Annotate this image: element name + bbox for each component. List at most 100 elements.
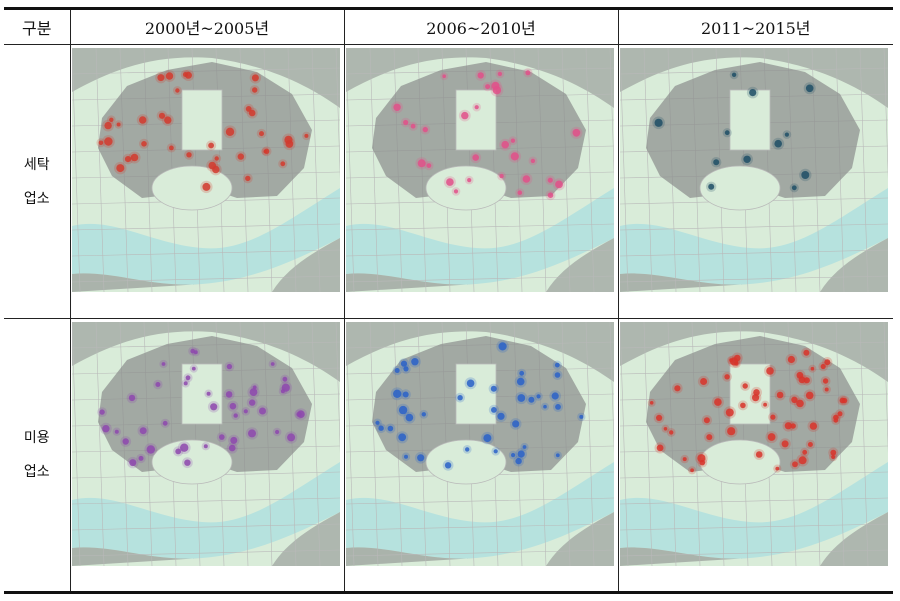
location-dot bbox=[830, 454, 835, 460]
location-dot bbox=[460, 111, 468, 120]
location-dot bbox=[833, 418, 838, 423]
comparison-table: 구분 2000년~2005년 2006~2010년 2011~2015년 세탁 … bbox=[4, 7, 893, 594]
location-dot bbox=[128, 459, 136, 467]
location-dot bbox=[466, 178, 471, 183]
location-dot bbox=[751, 394, 759, 402]
location-dot bbox=[752, 389, 760, 396]
location-dot bbox=[731, 72, 736, 77]
row-label-line: 세탁 bbox=[23, 156, 50, 173]
header-category: 구분 bbox=[4, 7, 71, 45]
location-dot bbox=[527, 396, 534, 403]
location-dot bbox=[725, 408, 734, 417]
location-dot bbox=[510, 138, 515, 143]
district-map bbox=[71, 48, 340, 292]
road-line bbox=[643, 48, 652, 292]
location-dot bbox=[244, 175, 250, 182]
southern-urban-area bbox=[71, 273, 202, 292]
location-dot bbox=[824, 387, 829, 392]
road-line bbox=[643, 322, 652, 566]
road-line bbox=[345, 48, 354, 292]
location-dot bbox=[218, 434, 225, 440]
location-dot bbox=[410, 123, 415, 129]
location-dot bbox=[726, 427, 735, 436]
location-dot bbox=[98, 140, 103, 146]
location-dot bbox=[422, 126, 428, 133]
map-cell bbox=[344, 44, 619, 319]
road-line bbox=[95, 48, 104, 292]
location-dot bbox=[303, 133, 308, 138]
location-dot bbox=[517, 450, 525, 458]
location-dot bbox=[392, 103, 401, 111]
location-dot bbox=[258, 407, 266, 415]
location-dot bbox=[554, 362, 560, 368]
header-period-2: 2006~2010년 bbox=[344, 7, 619, 45]
location-dot bbox=[689, 468, 694, 473]
location-dot bbox=[402, 391, 409, 398]
southern-urban-area bbox=[345, 273, 476, 292]
location-dot bbox=[805, 84, 813, 93]
location-dot bbox=[705, 434, 712, 441]
location-dot bbox=[535, 394, 541, 399]
location-dot bbox=[211, 165, 219, 174]
location-dot bbox=[402, 366, 409, 372]
location-dots bbox=[651, 70, 816, 193]
location-dot bbox=[274, 429, 279, 435]
location-dot bbox=[203, 444, 208, 449]
road-line bbox=[619, 275, 888, 283]
map-cell bbox=[618, 44, 893, 319]
location-dot bbox=[426, 163, 431, 168]
location-dot bbox=[798, 456, 807, 465]
location-dot bbox=[387, 425, 393, 432]
road-line bbox=[619, 48, 628, 292]
location-dot bbox=[490, 407, 497, 413]
location-dot bbox=[138, 116, 146, 124]
location-dots bbox=[96, 346, 307, 469]
southern-urban-area bbox=[619, 547, 750, 566]
location-dot bbox=[252, 385, 257, 390]
southeast-urban-area bbox=[271, 512, 340, 566]
location-dot bbox=[781, 440, 789, 448]
location-dot bbox=[444, 462, 451, 469]
location-dot bbox=[453, 189, 458, 194]
road-line bbox=[619, 322, 628, 566]
road-line bbox=[345, 275, 614, 283]
row-label-beauty: 미용 업소 bbox=[4, 318, 71, 594]
location-dot bbox=[723, 374, 730, 380]
location-dot bbox=[183, 381, 188, 386]
location-dot bbox=[282, 376, 287, 382]
location-dot bbox=[477, 72, 484, 79]
location-dot bbox=[551, 392, 559, 400]
park-block bbox=[455, 363, 496, 425]
location-dot bbox=[547, 177, 553, 183]
road-line bbox=[71, 48, 80, 292]
location-dot bbox=[243, 409, 248, 414]
southern-urban-area bbox=[619, 273, 750, 292]
location-dot bbox=[755, 451, 762, 458]
road-line bbox=[345, 249, 614, 257]
open-area bbox=[699, 439, 780, 485]
location-dot bbox=[807, 442, 813, 447]
road-line bbox=[345, 497, 614, 505]
location-dot bbox=[649, 401, 653, 405]
location-dot bbox=[787, 355, 795, 364]
location-dot bbox=[139, 427, 147, 435]
road-line bbox=[619, 549, 888, 557]
map-cell bbox=[70, 318, 345, 594]
location-dot bbox=[410, 358, 419, 366]
road-line bbox=[71, 223, 340, 231]
location-dot bbox=[554, 404, 561, 410]
location-dot bbox=[555, 453, 560, 458]
location-dot bbox=[280, 389, 285, 394]
road-line bbox=[619, 249, 888, 257]
row-label-line: 미용 bbox=[23, 430, 50, 446]
location-dot bbox=[206, 391, 211, 396]
location-dot bbox=[773, 139, 782, 148]
location-dot bbox=[769, 414, 775, 420]
row-label-line: 업소 bbox=[23, 190, 50, 207]
location-dot bbox=[516, 394, 525, 402]
location-dot bbox=[733, 354, 741, 362]
district-map bbox=[345, 48, 614, 292]
location-dot bbox=[421, 412, 426, 417]
location-dot bbox=[822, 378, 828, 384]
location-dot bbox=[791, 185, 797, 191]
